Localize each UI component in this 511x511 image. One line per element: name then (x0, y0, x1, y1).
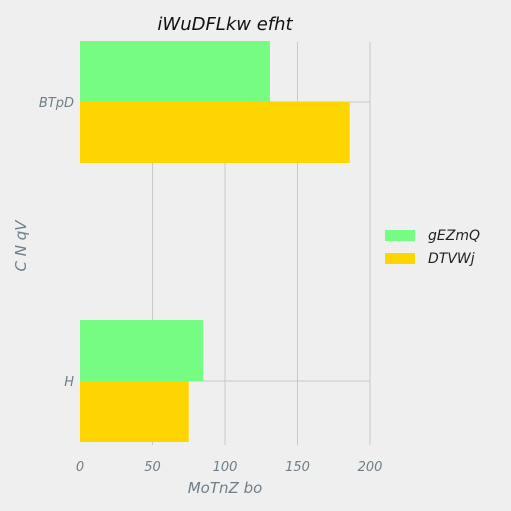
y-axis-label: C N qV (12, 219, 30, 272)
bars (80, 41, 350, 442)
bar (80, 102, 350, 163)
y-tick-label: H (64, 375, 74, 390)
bar (80, 41, 270, 102)
legend: gEZmQ DTVWj (385, 228, 480, 267)
legend-swatch (385, 230, 415, 241)
legend-label: DTVWj (428, 251, 475, 267)
y-tick-label: BTpD (39, 96, 74, 111)
y-tick-labels: BTpD H (39, 96, 74, 390)
legend-label: gEZmQ (428, 228, 480, 244)
x-tick-label: 0 (76, 460, 84, 475)
bar (80, 381, 189, 442)
x-tick-label: 50 (144, 460, 161, 475)
bar (80, 320, 204, 381)
x-axis-label: MoTnZ bo (188, 479, 263, 497)
x-tick-label: 100 (213, 460, 238, 475)
chart-title: iWuDFLkw efht (157, 14, 293, 35)
x-tick-label: 150 (285, 460, 310, 475)
x-tick-labels: 0 50 100 150 200 (76, 460, 383, 475)
x-tick-label: 200 (358, 460, 383, 475)
legend-swatch (385, 253, 415, 264)
